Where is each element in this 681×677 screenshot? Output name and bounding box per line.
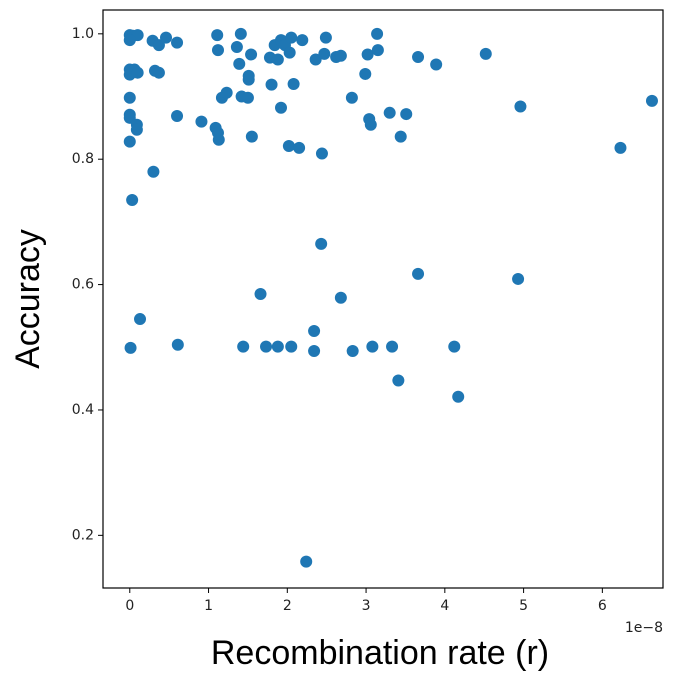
scatter-point — [346, 345, 359, 358]
scatter-point — [364, 118, 377, 131]
scatter-point — [123, 91, 136, 104]
scatter-point — [241, 91, 254, 104]
plot-frame — [102, 9, 664, 589]
scatter-point — [123, 135, 136, 148]
scatter-point — [123, 34, 136, 47]
scatter-point — [512, 272, 525, 285]
scatter-point — [237, 340, 250, 353]
scatter-point — [211, 29, 224, 42]
y-tick-label: 0.2 — [72, 527, 94, 543]
scatter-point — [645, 94, 658, 107]
scatter-point — [293, 141, 306, 154]
y-tick-label: 0.8 — [72, 151, 94, 167]
scatter-point — [285, 31, 298, 44]
scatter-point — [212, 133, 225, 146]
scatter-point — [315, 147, 328, 160]
scatter-point — [430, 58, 443, 71]
scatter-point — [334, 49, 347, 62]
scatter-point — [233, 57, 246, 70]
scatter-point — [152, 66, 165, 79]
scatter-point — [412, 267, 425, 280]
x-tick-label: 4 — [440, 598, 449, 614]
scatter-point — [614, 141, 627, 154]
scatter-point — [394, 130, 407, 143]
x-tick-label: 5 — [519, 598, 528, 614]
scatter-point — [160, 31, 173, 44]
scatter-point — [315, 237, 328, 250]
scatter-point — [318, 47, 331, 60]
x-offset-label: 1e−8 — [625, 620, 663, 636]
scatter-point — [265, 78, 278, 91]
scatter-point — [282, 140, 295, 153]
scatter-point — [195, 115, 208, 128]
scatter-point — [400, 108, 413, 121]
scatter-point — [271, 53, 284, 66]
scatter-point — [242, 69, 255, 82]
scatter-point — [152, 39, 165, 52]
scatter-point — [319, 31, 332, 44]
scatter-point — [296, 34, 309, 47]
scatter-point — [366, 340, 379, 353]
y-tick-label: 0.4 — [72, 402, 94, 418]
scatter-point — [245, 48, 258, 61]
scatter-point — [254, 287, 267, 300]
scatter-point — [147, 165, 160, 178]
scatter-point — [124, 341, 137, 354]
scatter-point — [287, 77, 300, 90]
scatter-point — [260, 340, 273, 353]
x-tick-label: 0 — [125, 598, 134, 614]
scatter-point — [285, 340, 298, 353]
scatter-point — [452, 390, 465, 403]
scatter-point — [448, 340, 461, 353]
x-tick-label: 3 — [362, 598, 371, 614]
scatter-point — [220, 86, 233, 99]
scatter-point — [245, 130, 258, 143]
x-tick-label: 2 — [283, 598, 292, 614]
scatter-point — [134, 313, 147, 326]
scatter-point — [131, 66, 144, 79]
scatter-point — [130, 123, 143, 136]
scatter-point — [230, 40, 243, 53]
scatter-point — [371, 27, 384, 40]
scatter-point — [234, 27, 247, 40]
scatter-point — [309, 53, 322, 66]
scatter-point — [361, 48, 374, 61]
scatter-point — [283, 46, 296, 59]
scatter-point — [334, 291, 347, 304]
scatter-point — [271, 340, 284, 353]
x-tick-label: 1 — [204, 598, 213, 614]
scatter-point — [211, 44, 224, 57]
scatter-point — [479, 47, 492, 60]
scatter-point — [371, 44, 384, 57]
scatter-point — [514, 100, 527, 113]
scatter-point — [359, 67, 372, 80]
scatter-point — [126, 193, 139, 206]
scatter-point — [300, 555, 313, 568]
scatter-point — [383, 106, 396, 119]
y-axis-label: Accuracy — [9, 229, 47, 369]
scatter-point — [308, 345, 321, 358]
y-tick-label: 1.0 — [72, 26, 94, 42]
scatter-point — [386, 340, 399, 353]
y-tick-label: 0.6 — [72, 277, 94, 293]
x-tick-label: 6 — [598, 598, 607, 614]
scatter-point — [275, 101, 288, 114]
scatter-point — [171, 36, 184, 49]
scatter-point — [412, 51, 425, 64]
scatter-point — [308, 324, 321, 337]
x-axis-label: Recombination rate (r) — [211, 634, 549, 672]
scatter-point — [171, 338, 184, 351]
scatter-point — [392, 374, 405, 387]
scatter-point — [171, 109, 184, 122]
scatter-point — [345, 91, 358, 104]
